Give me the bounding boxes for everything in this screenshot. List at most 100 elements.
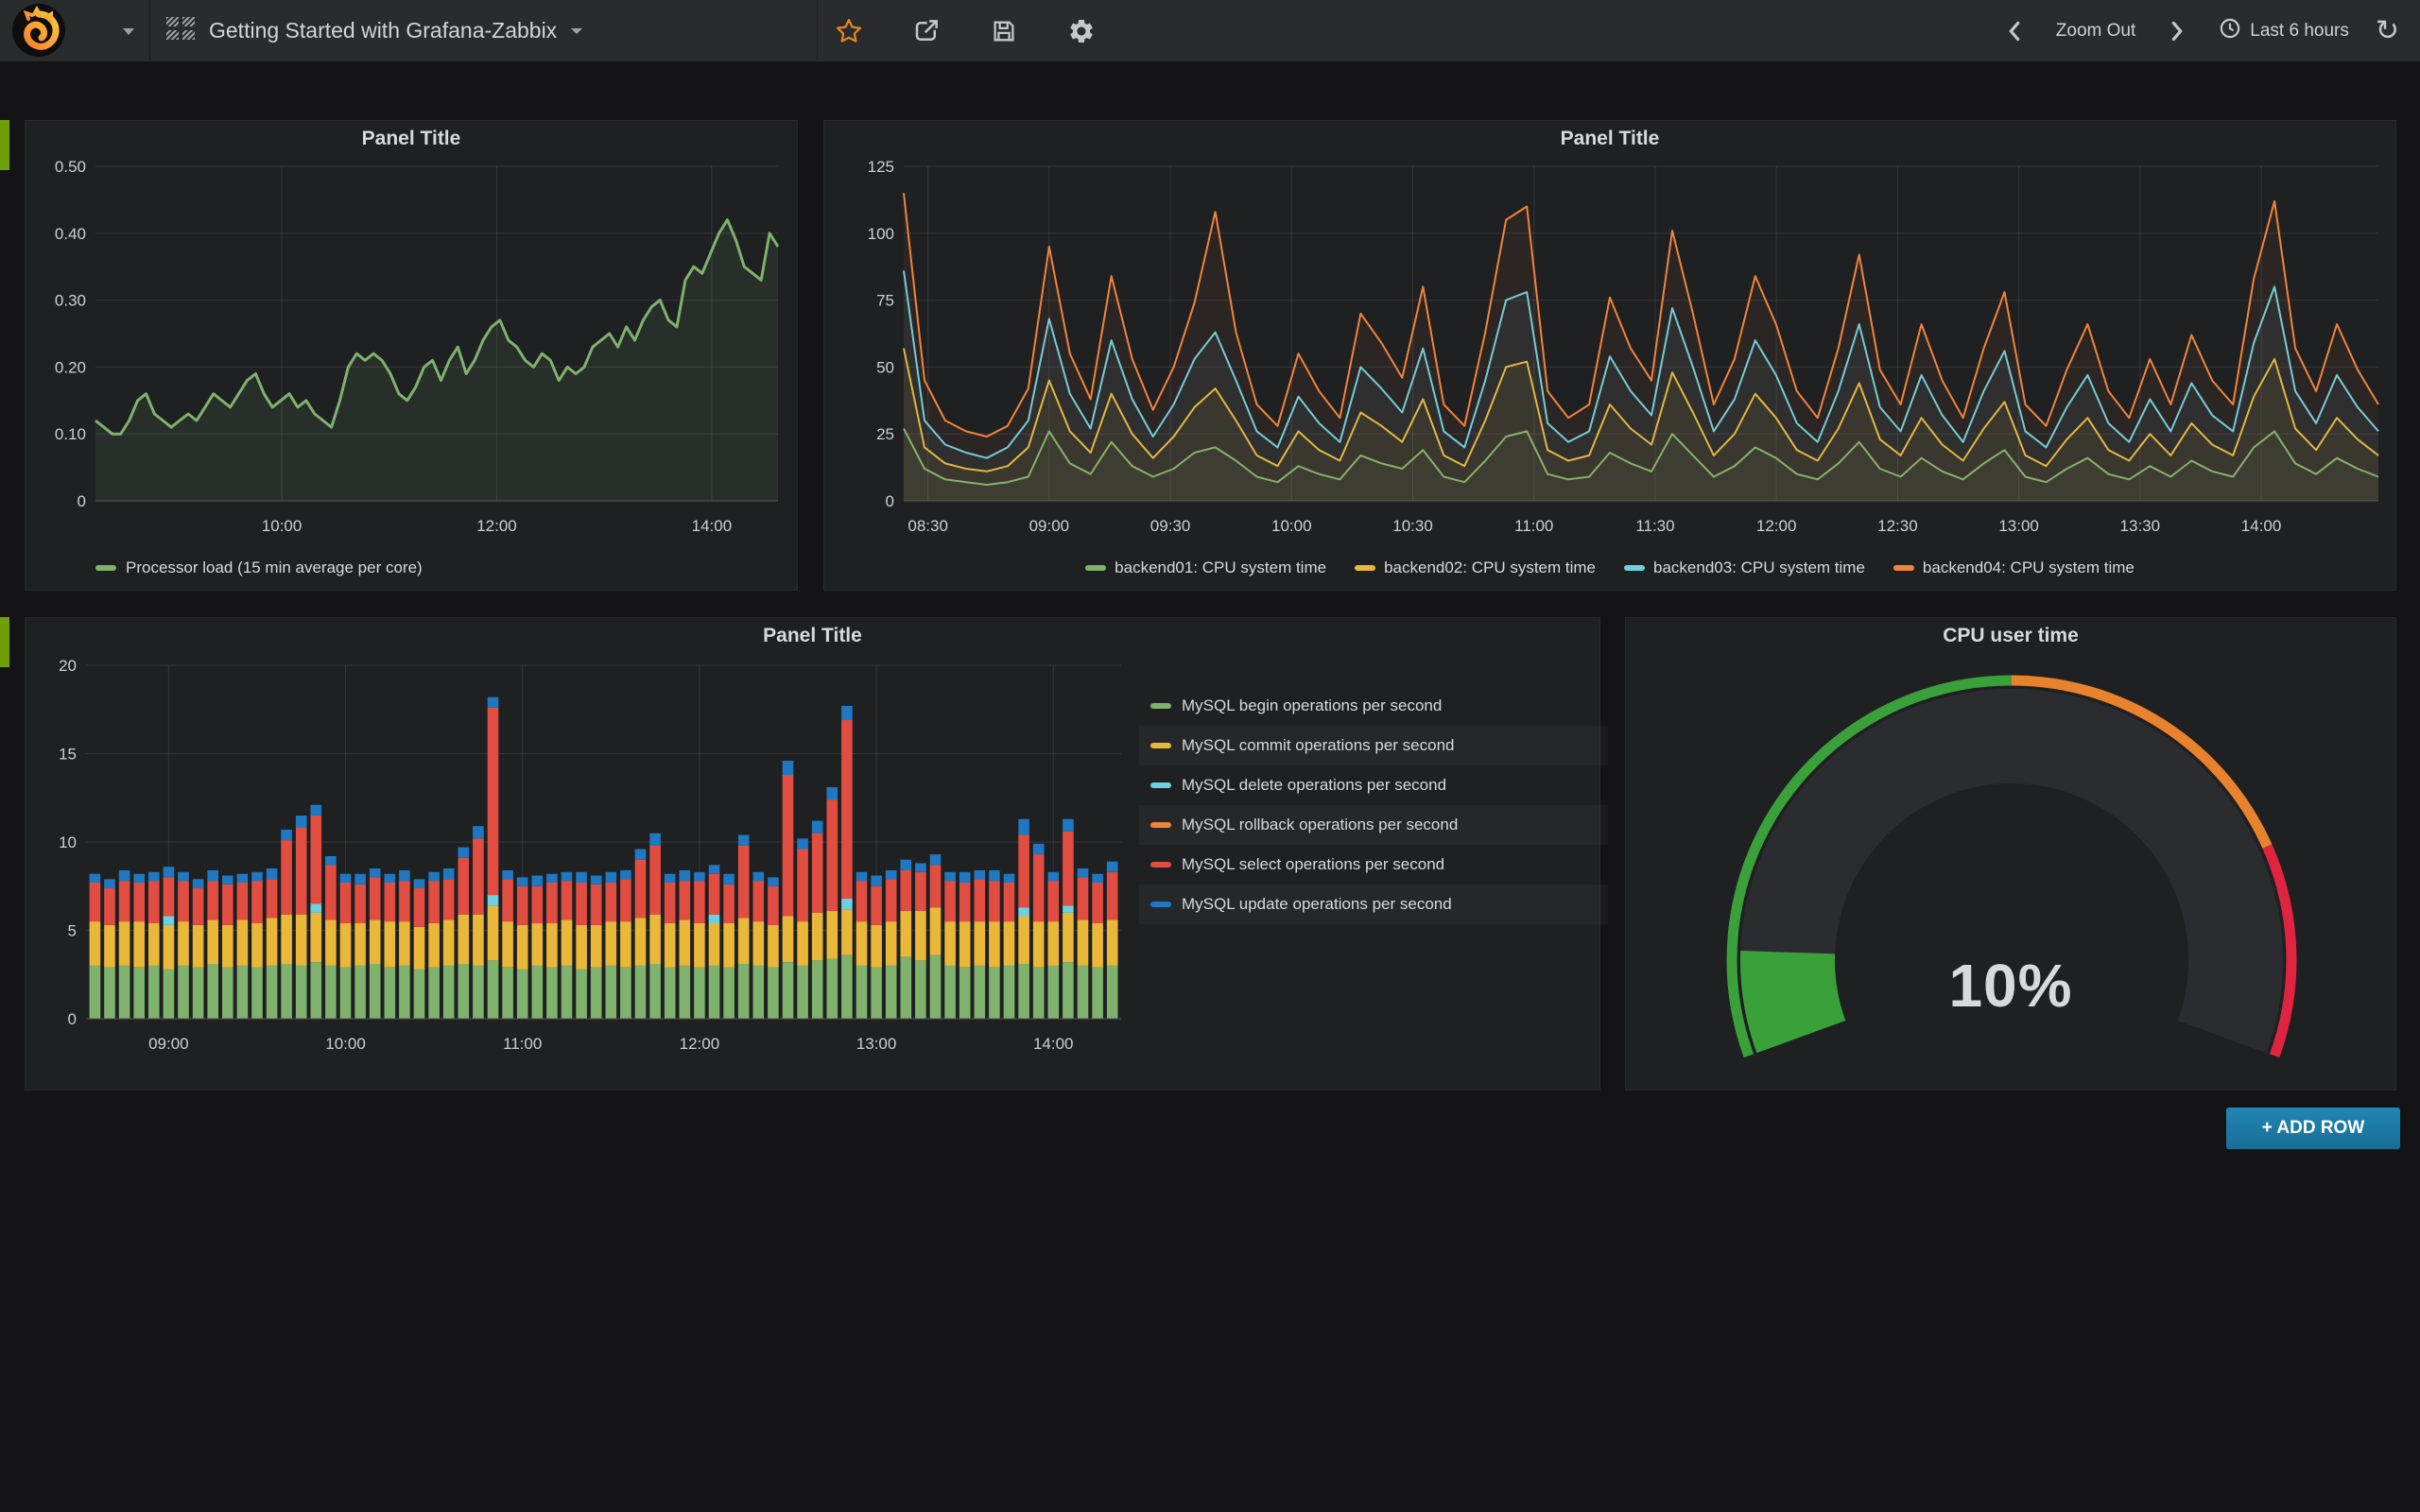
panel-title[interactable]: Panel Title <box>763 625 862 646</box>
row-menu-handle[interactable] <box>0 120 9 170</box>
svg-text:10: 10 <box>59 833 77 851</box>
svg-text:10:00: 10:00 <box>325 1035 366 1053</box>
legend-label: MySQL commit operations per second <box>1182 736 1455 754</box>
svg-text:0: 0 <box>78 492 86 510</box>
svg-text:10:00: 10:00 <box>1271 517 1312 535</box>
cpu-user-time-gauge-svg <box>1726 675 2297 1058</box>
legend: MySQL begin operations per second MySQL c… <box>1139 686 1608 924</box>
legend-label: MySQL delete operations per second <box>1182 776 1447 794</box>
svg-text:50: 50 <box>876 358 894 376</box>
add-row-button[interactable]: + ADD ROW <box>2226 1108 2400 1149</box>
svg-text:0.20: 0.20 <box>55 358 86 376</box>
share-icon[interactable] <box>911 16 942 46</box>
panel-title[interactable]: Panel Title <box>1560 128 1660 149</box>
processor-load-chart[interactable]: 10:00 12:00 14:00 0.50 0.40 0.30 0.20 0.10 0 <box>26 153 797 549</box>
legend-color-swatch <box>1624 565 1645 571</box>
legend-color-swatch <box>1150 822 1171 828</box>
legend-color-swatch <box>1150 743 1171 748</box>
svg-text:0.50: 0.50 <box>55 158 86 176</box>
svg-text:0: 0 <box>886 492 894 510</box>
legend-item[interactable]: Processor load (15 min average per core) <box>26 549 797 587</box>
row-menu-handle[interactable] <box>0 617 9 667</box>
svg-text:12:30: 12:30 <box>1877 517 1918 535</box>
time-controls: Zoom Out Last 6 hours ↻ <box>1999 0 2399 61</box>
panel-mysql-operations: Panel Title 09:00 10:00 11:00 12:00 13:00 14:… <box>25 617 1600 1091</box>
navbar: Getting Started with Grafana-Zabbix <box>0 0 2420 61</box>
chevron-down-icon <box>123 28 134 35</box>
legend-color-swatch <box>1150 902 1171 907</box>
legend-item[interactable]: MySQL commit operations per second <box>1139 726 1608 765</box>
svg-text:09:00: 09:00 <box>1029 517 1070 535</box>
svg-text:0.10: 0.10 <box>55 425 86 443</box>
legend-label: backend04: CPU system time <box>1922 558 2135 576</box>
dashboard-title: Getting Started with Grafana-Zabbix <box>209 18 558 43</box>
zoom-out-button[interactable]: Zoom Out <box>2055 20 2136 41</box>
legend-color-swatch <box>1355 565 1376 571</box>
svg-text:20: 20 <box>59 657 77 675</box>
dashboard-title-button[interactable]: Getting Started with Grafana-Zabbix <box>166 0 583 61</box>
panel-title[interactable]: Panel Title <box>361 128 461 149</box>
svg-text:13:00: 13:00 <box>1998 517 2039 535</box>
svg-text:10:00: 10:00 <box>262 517 302 535</box>
svg-text:100: 100 <box>868 225 894 243</box>
legend-color-swatch <box>95 565 116 571</box>
svg-text:15: 15 <box>59 746 77 764</box>
legend-color-swatch <box>1150 782 1171 788</box>
svg-text:0.30: 0.30 <box>55 292 86 310</box>
time-range-picker[interactable]: Last 6 hours <box>2219 17 2349 44</box>
svg-text:13:30: 13:30 <box>2120 517 2161 535</box>
legend-item[interactable]: backend02: CPU system time <box>1355 558 1596 577</box>
legend-color-swatch <box>1085 565 1107 571</box>
legend-color-swatch <box>1150 703 1171 709</box>
dashboard-grid-icon <box>166 17 195 44</box>
legend-color-swatch <box>1893 565 1914 571</box>
svg-text:75: 75 <box>876 292 894 310</box>
svg-text:12:00: 12:00 <box>476 517 517 535</box>
svg-text:125: 125 <box>868 158 894 176</box>
svg-text:14:00: 14:00 <box>692 517 733 535</box>
legend-item[interactable]: MySQL delete operations per second <box>1139 765 1608 805</box>
chevron-right-icon[interactable] <box>2162 16 2192 46</box>
star-icon[interactable] <box>834 16 864 46</box>
legend-color-swatch <box>1150 862 1171 868</box>
chevron-down-icon <box>571 27 583 34</box>
panel-cpu-user-time: CPU user time 10% <box>1625 617 2396 1091</box>
legend-label: backend01: CPU system time <box>1115 558 1327 576</box>
processor-load-svg: 10:00 12:00 14:00 0.50 0.40 0.30 0.20 0.10 0 <box>55 158 780 535</box>
svg-text:14:00: 14:00 <box>2241 517 2282 535</box>
time-range-label: Last 6 hours <box>2250 20 2349 41</box>
svg-text:12:00: 12:00 <box>680 1035 720 1053</box>
legend-label: MySQL begin operations per second <box>1182 696 1443 714</box>
svg-text:5: 5 <box>68 922 77 940</box>
legend-label: MySQL select operations per second <box>1182 855 1445 873</box>
legend-label: Processor load (15 min average per core) <box>126 558 423 576</box>
dashboard-actions <box>834 0 1097 61</box>
legend-item[interactable]: MySQL begin operations per second <box>1139 686 1608 726</box>
legend-item[interactable]: MySQL update operations per second <box>1139 885 1608 924</box>
cpu-user-time-gauge[interactable] <box>1626 650 2395 1094</box>
legend-item[interactable]: MySQL rollback operations per second <box>1139 805 1608 845</box>
panel-title[interactable]: CPU user time <box>1943 625 2079 646</box>
cpu-system-time-chart[interactable]: 08:30 09:00 09:30 10:00 10:30 11:00 11:30 12:00… <box>824 153 2395 549</box>
legend: backend01: CPU system time backend02: CPU… <box>824 549 2395 587</box>
svg-text:0.40: 0.40 <box>55 225 86 243</box>
legend-label: MySQL update operations per second <box>1182 895 1452 913</box>
mysql-operations-svg: 09:00 10:00 11:00 12:00 13:00 14:00 20 15 10 5 0 <box>59 657 1121 1053</box>
legend-label: backend02: CPU system time <box>1384 558 1596 576</box>
legend-item[interactable]: backend01: CPU system time <box>1085 558 1326 577</box>
svg-text:0: 0 <box>68 1010 77 1028</box>
svg-text:11:00: 11:00 <box>503 1035 542 1053</box>
gear-icon[interactable] <box>1066 16 1097 46</box>
mysql-operations-chart[interactable]: 09:00 10:00 11:00 12:00 13:00 14:00 20 15 10 5 0 <box>26 650 1599 1071</box>
svg-text:12:00: 12:00 <box>1756 517 1797 535</box>
legend-item[interactable]: backend03: CPU system time <box>1624 558 1865 577</box>
svg-text:25: 25 <box>876 425 894 443</box>
grafana-logo-button[interactable] <box>0 0 150 61</box>
legend-item[interactable]: backend04: CPU system time <box>1893 558 2135 577</box>
save-icon[interactable] <box>989 16 1019 46</box>
refresh-icon[interactable]: ↻ <box>2375 14 2399 46</box>
svg-text:11:00: 11:00 <box>1514 517 1553 535</box>
legend-label: MySQL rollback operations per second <box>1182 816 1459 833</box>
chevron-left-icon[interactable] <box>1999 16 2030 46</box>
legend-item[interactable]: MySQL select operations per second <box>1139 845 1608 885</box>
